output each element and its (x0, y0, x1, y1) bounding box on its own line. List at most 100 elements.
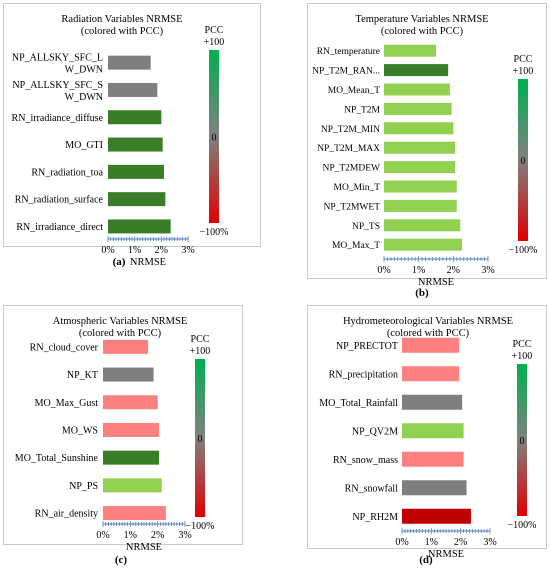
category-label: MO_GTI (65, 140, 103, 151)
bar (108, 164, 164, 179)
colorbar-top-label: +100 (190, 346, 211, 357)
category-label: NP_T2M_MIN (321, 125, 380, 135)
colorbar-top-label: +100 (513, 66, 534, 77)
colorbar (195, 359, 205, 517)
bar (384, 141, 456, 154)
category-label: RN_cloud_cover (30, 342, 99, 353)
category-label: NP_TS (352, 222, 380, 232)
bar (108, 82, 158, 97)
bar (108, 55, 151, 70)
chart-subtitle: (colored with PCC) (81, 26, 164, 37)
bar (108, 192, 166, 207)
x-axis-label: NRMSE (130, 257, 166, 268)
chart-title: Atmospheric Variables NRMSE (53, 316, 188, 327)
category-label: NP_KT (67, 370, 98, 381)
chart-title: Radiation Variables NRMSE (61, 14, 182, 25)
bar (384, 180, 457, 193)
bar (402, 480, 467, 496)
colorbar-top-label: +100 (204, 37, 225, 48)
category-label: NP_T2MWET (324, 202, 381, 212)
bar (103, 506, 166, 521)
bar (384, 219, 461, 232)
x-tick-label: 2% (151, 530, 164, 541)
colorbar (517, 364, 527, 516)
category-label: MO_Min_T (334, 183, 381, 193)
bar (384, 199, 457, 212)
category-label: NP_T2M (344, 105, 380, 115)
category-label: MO_Mean_T (328, 86, 380, 96)
x-tick-label: 3% (481, 265, 494, 276)
bar (108, 137, 163, 152)
x-tick-label: 2% (447, 265, 460, 276)
category-label: MO_Max_Gust (35, 398, 99, 409)
bar (384, 44, 436, 57)
category-label: NP_QV2M (352, 426, 398, 437)
category-label: RN_irradiance_direct (16, 222, 103, 233)
bar (108, 110, 162, 125)
x-tick-label: 3% (181, 245, 194, 256)
x-tick-label: 3% (178, 530, 191, 541)
chart-title: Hydrometeorological Variables NRMSE (343, 316, 513, 327)
bar (384, 238, 462, 251)
bar (402, 394, 463, 410)
bar (402, 451, 464, 467)
colorbar-bottom-label: −100% (509, 245, 538, 256)
bar (108, 219, 171, 234)
x-tick-label: 0% (96, 530, 109, 541)
colorbar-mid-label: 0 (520, 436, 525, 447)
category-label: NP_RH2M (352, 512, 398, 523)
x-tick-label: 0% (377, 265, 390, 276)
bar (402, 337, 460, 353)
x-tick-label: 0% (395, 537, 408, 548)
bar (384, 64, 449, 77)
colorbar-label: PCC (513, 339, 532, 350)
bar (103, 395, 158, 410)
colorbar (518, 79, 528, 241)
caption-b: (b) (415, 287, 429, 299)
bar (103, 478, 162, 493)
category-label: RN_air_density (35, 509, 98, 520)
x-tick-label: 3% (483, 537, 496, 548)
category-label: NP_ALLSKY_SFC_L W_DWN (12, 53, 103, 76)
category-label: RN_radiation_surface (15, 195, 104, 206)
bar (402, 423, 464, 439)
colorbar-top-label: +100 (512, 351, 533, 362)
category-label: NP_PRECTOT (336, 341, 398, 352)
bar (103, 367, 154, 382)
chart-svg-b: Temperature Variables NRMSE(colored with… (312, 14, 538, 288)
caption-a: (a) (112, 256, 126, 268)
chart-panel-a: Radiation Variables NRMSE (colored with P… (3, 3, 261, 268)
caption-d: (d) (419, 554, 433, 566)
bar (103, 339, 149, 354)
category-label: MO_Max_T (332, 241, 380, 251)
category-label: NP_ALLSKY_SFC_S W_DWN (12, 80, 103, 103)
chart-subtitle: (colored with PCC) (79, 328, 162, 339)
colorbar-bottom-label: −100% (200, 227, 229, 238)
category-label: NP_T2M_MAX (317, 144, 380, 154)
chart-subtitle: (colored with PCC) (387, 328, 470, 339)
x-axis-label: NRMSE (428, 549, 464, 560)
category-label: MO_WS (62, 425, 98, 436)
caption-c: (c) (114, 554, 128, 566)
colorbar-label: PCC (514, 54, 533, 65)
chart-subtitle: (colored with PCC) (381, 26, 464, 37)
category-label: RN_snow_mass (333, 455, 398, 466)
chart-panel-b: Temperature Variables NRMSE (colored with… (307, 3, 547, 288)
x-tick-label: 1% (128, 245, 141, 256)
category-label: RN_temperature (317, 47, 380, 57)
bar (103, 450, 160, 465)
colorbar-label: PCC (191, 334, 210, 345)
x-tick-label: 0% (101, 245, 114, 256)
category-label: RN_snowfall (345, 483, 399, 494)
colorbar-mid-label: 0 (521, 156, 526, 167)
category-label: NP_PS (69, 481, 98, 492)
x-axis-label: NRMSE (418, 277, 454, 288)
category-label: RN_radiation_toa (31, 167, 103, 178)
category-label: MO_Total_Rainfall (319, 398, 398, 409)
colorbar-bottom-label: −100% (508, 520, 537, 531)
chart-title: Temperature Variables NRMSE (355, 14, 488, 25)
colorbar-label: PCC (205, 25, 224, 36)
x-tick-label: 1% (425, 537, 438, 548)
chart-svg-d: Hydrometeorological Variables NRMSE(colo… (319, 316, 537, 560)
colorbar-bottom-label: −100% (186, 521, 215, 532)
